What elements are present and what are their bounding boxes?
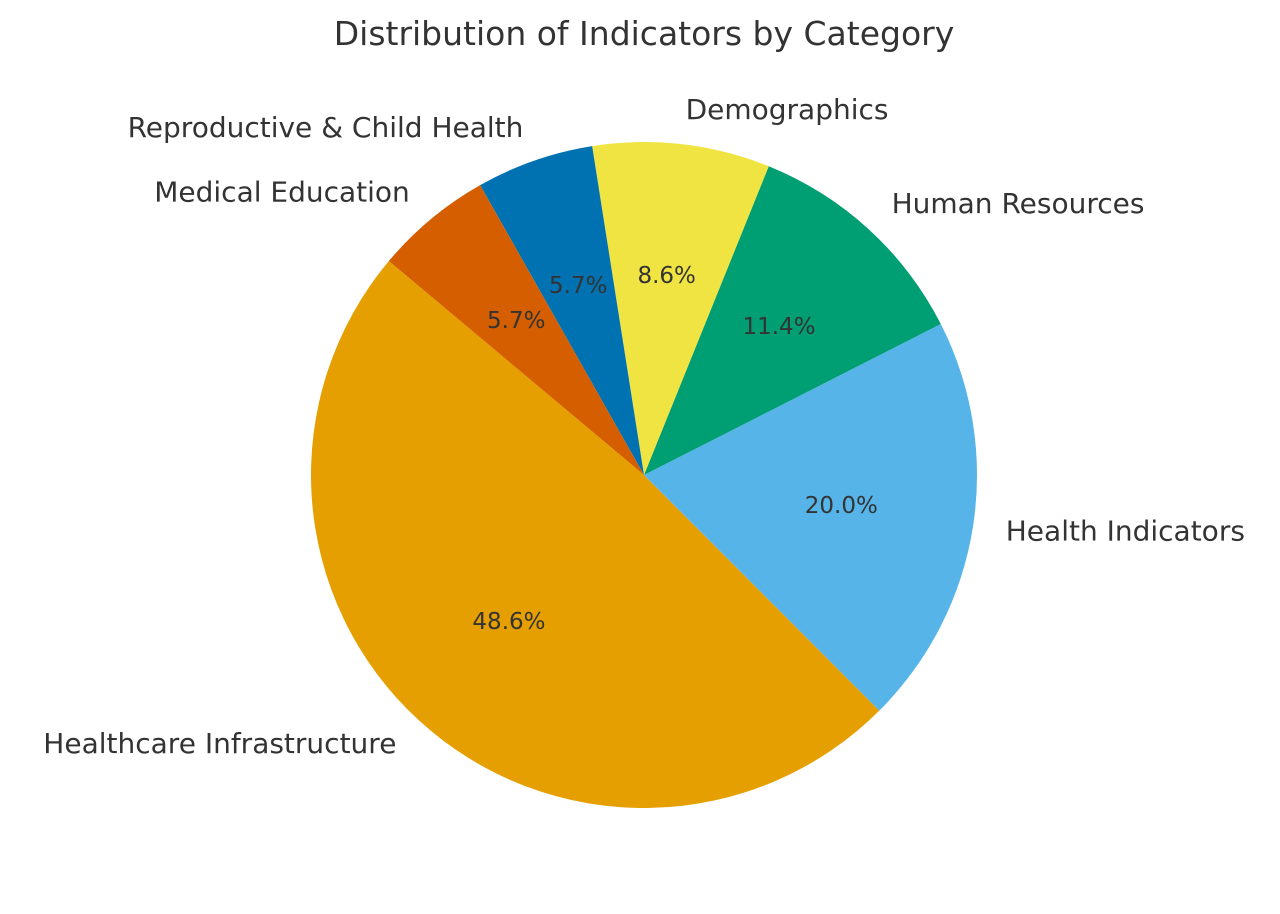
pct-label-reproductive-and-child-health: 5.7% bbox=[549, 273, 607, 299]
slice-label-demographics: Demographics bbox=[686, 93, 889, 126]
slice-label-medical-education: Medical Education bbox=[154, 175, 410, 208]
pct-label-demographics: 8.6% bbox=[637, 263, 695, 289]
pct-label-healthcare-infrastructure: 48.6% bbox=[472, 609, 545, 635]
slice-label-human-resources: Human Resources bbox=[892, 187, 1145, 220]
slice-labels: Healthcare Infrastructure 48.6% Health Ind… bbox=[43, 93, 1245, 760]
pct-label-human-resources: 11.4% bbox=[742, 314, 815, 340]
slice-label-reproductive-and-child-health: Reproductive & Child Health bbox=[128, 111, 524, 144]
pie-slice-health-indicators bbox=[644, 324, 977, 711]
pie-slice-reproductive-and-child-health bbox=[480, 146, 644, 476]
pct-label-medical-education: 5.7% bbox=[487, 308, 545, 334]
pie-slice-human-resources bbox=[644, 166, 941, 475]
pie-slice-medical-education bbox=[388, 185, 644, 476]
chart-title: Distribution of Indicators by Category bbox=[334, 14, 955, 53]
slice-label-health-indicators: Health Indicators bbox=[1006, 515, 1245, 548]
pie-slice-demographics bbox=[592, 142, 769, 475]
pie-slices bbox=[310, 142, 977, 809]
pie-slice-healthcare-infrastructure bbox=[310, 260, 880, 809]
pct-label-health-indicators: 20.0% bbox=[805, 493, 878, 519]
slice-label-healthcare-infrastructure: Healthcare Infrastructure bbox=[43, 727, 396, 760]
